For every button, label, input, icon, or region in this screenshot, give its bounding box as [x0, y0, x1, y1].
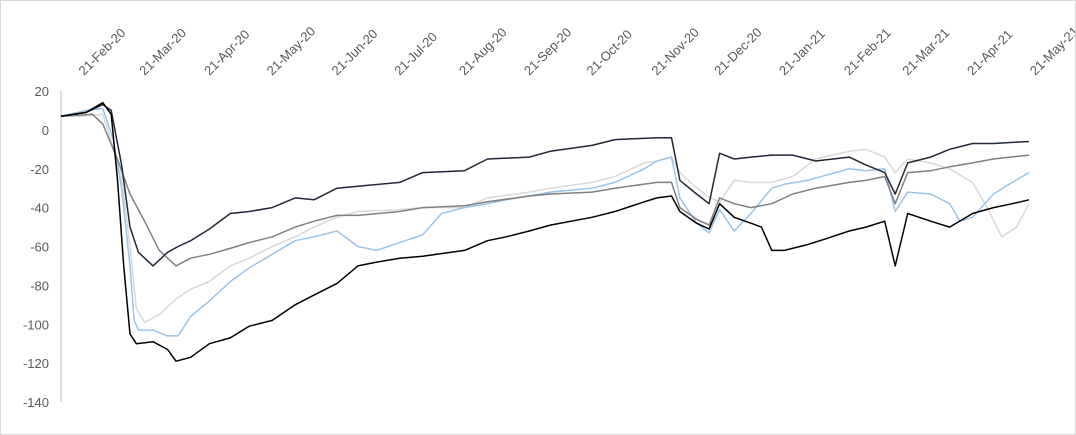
y-tick-label: -100: [23, 317, 49, 332]
y-axis-ticks: 20 0 -20 -40 -60 -80 -100 -120 -140: [23, 84, 49, 410]
x-tick-label: 21-Aug-20: [456, 25, 510, 79]
x-tick-label: 21-Jul-20: [391, 29, 440, 78]
y-tick-label: 20: [35, 84, 49, 99]
x-tick-label: 21-May-20: [264, 24, 319, 79]
x-tick-label: 21-Apr-20: [201, 27, 252, 78]
series-line-4: [60, 103, 1030, 267]
y-tick-label: -40: [30, 201, 49, 216]
x-tick-label: 21-Sep-20: [521, 25, 575, 79]
x-tick-label: 21-Mar-21: [899, 25, 952, 78]
x-tick-label: 21-Apr-21: [964, 27, 1015, 78]
series-line-1: [61, 113, 1030, 324]
x-axis-ticks: 21-Feb-20 21-Mar-20 21-Apr-20 21-May-20 21-J…: [76, 24, 1075, 79]
series-line-3: [60, 113, 1030, 267]
series-lines: [60, 101, 1030, 362]
y-tick-label: -120: [23, 356, 49, 371]
y-tick-label: -80: [30, 278, 49, 293]
x-tick-label: 21-Oct-20: [584, 27, 635, 78]
x-tick-label: 21-Feb-21: [841, 25, 894, 78]
y-tick-label: -20: [30, 162, 49, 177]
x-tick-label: 21-Nov-20: [648, 25, 702, 79]
y-tick-label: -60: [30, 240, 49, 255]
x-tick-label: 21-Jun-20: [328, 26, 380, 78]
x-tick-label: 21-Jan-21: [776, 26, 828, 78]
series-line-5: [60, 101, 1030, 362]
x-tick-label: 21-Feb-20: [76, 25, 129, 78]
y-tick-label: -140: [23, 395, 49, 410]
x-tick-label: 21-May-21: [1027, 24, 1075, 79]
x-tick-label: 21-Dec-20: [711, 25, 765, 79]
y-tick-label: 0: [42, 123, 49, 138]
x-tick-label: 21-Mar-20: [136, 25, 189, 78]
